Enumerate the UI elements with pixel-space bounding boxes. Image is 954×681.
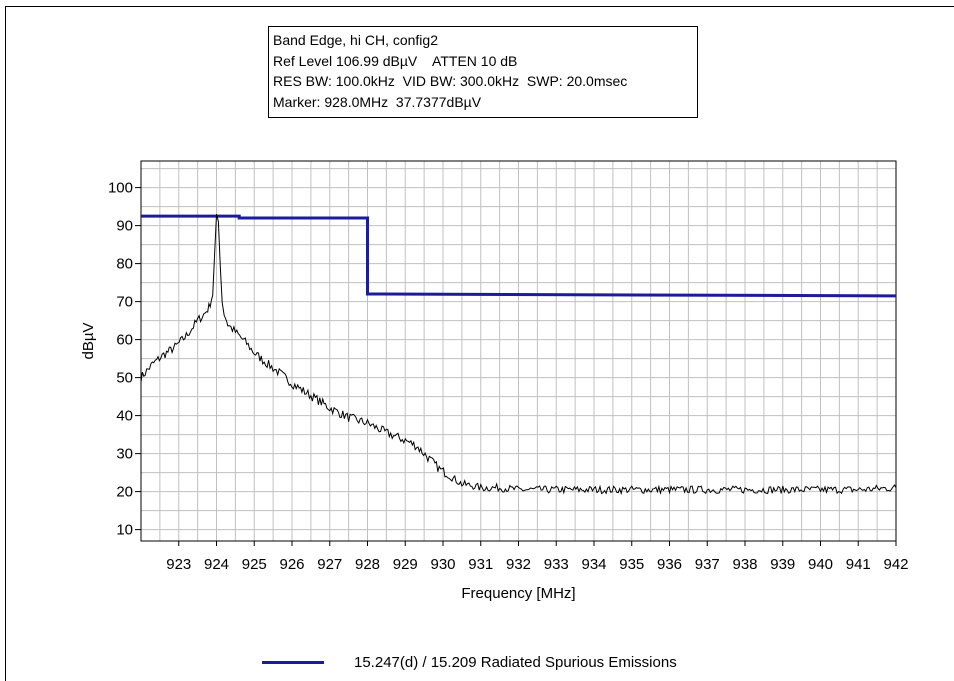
x-axis-title: Frequency [MHz] [461, 585, 575, 602]
x-tick-label: 923 [166, 556, 191, 573]
series-layer [141, 213, 896, 496]
measurement-info-box: Band Edge, hi CH, config2 Ref Level 106.… [268, 26, 698, 118]
y-axis-title: dBµV [80, 323, 97, 360]
y-tick-label: 70 [116, 294, 133, 311]
y-tick-label: 30 [116, 446, 133, 463]
info-line-title: Band Edge, hi CH, config2 [273, 32, 438, 48]
info-line-ref-level: Ref Level 106.99 dBµV ATTEN 10 dB [273, 52, 518, 69]
x-tick-label: 931 [468, 556, 493, 573]
y-tick-label: 80 [116, 256, 133, 273]
series-trace-measured [141, 213, 896, 496]
x-tick-label: 930 [430, 556, 455, 573]
frame-border-left [5, 6, 6, 681]
x-tick-label: 940 [808, 556, 833, 573]
x-tick-label: 942 [883, 556, 908, 573]
x-tick-label: 927 [317, 556, 342, 573]
x-tick-label: 933 [544, 556, 569, 573]
y-tick-label: 50 [116, 370, 133, 387]
x-tick-label: 926 [279, 556, 304, 573]
x-tick-label: 925 [242, 556, 267, 573]
legend-label-limit: 15.247(d) / 15.209 Radiated Spurious Emi… [354, 653, 677, 671]
x-tick-label: 937 [695, 556, 720, 573]
x-tick-label: 936 [657, 556, 682, 573]
legend-swatch-limit [262, 660, 324, 664]
x-tick-label: 938 [732, 556, 757, 573]
x-tick-label: 929 [393, 556, 418, 573]
y-tick-label: 40 [116, 408, 133, 425]
y-tick-label: 10 [116, 522, 133, 539]
y-tick-label: 90 [116, 218, 133, 235]
x-tick-label: 935 [619, 556, 644, 573]
y-tick-label: 20 [116, 484, 133, 501]
y-tick-label: 100 [108, 180, 133, 197]
frame-border-top [5, 6, 954, 7]
x-tick-label: 932 [506, 556, 531, 573]
grid-layer [141, 161, 896, 541]
x-tick-label: 934 [581, 556, 606, 573]
x-tick-label: 941 [846, 556, 871, 573]
info-line-bandwidth: RES BW: 100.0kHz VID BW: 300.0kHz SWP: 2… [273, 73, 628, 89]
tick-layer: 923 924 925 926 927 928 929 930 931 932 933 934 935 9… [108, 180, 909, 573]
x-tick-label: 939 [770, 556, 795, 573]
chart-legend: 15.247(d) / 15.209 Radiated Spurious Emi… [262, 650, 677, 674]
y-tick-label: 60 [116, 332, 133, 349]
series-limit-line [141, 214, 896, 298]
info-line-marker: Marker: 928.0MHz 37.7377dBµV [273, 93, 482, 110]
x-tick-label: 924 [204, 556, 229, 573]
x-tick-label: 928 [355, 556, 380, 573]
